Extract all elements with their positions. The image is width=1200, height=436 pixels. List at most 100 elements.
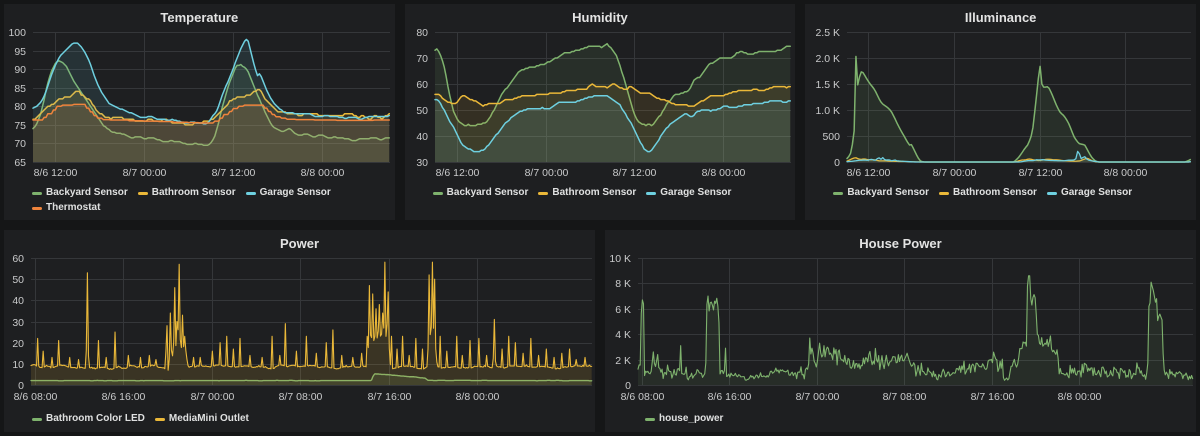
series-color-icon [538,191,549,195]
series-color-icon [644,417,655,421]
series-color-icon [833,191,844,195]
y-tick-label: 75 [14,120,26,132]
series-color-icon [137,191,148,195]
series-line [433,94,791,153]
x-tick-label: 8/8 00:00 [1058,391,1102,403]
legend-item-bathroom-color-led[interactable]: Bathroom Color LED [32,413,145,425]
panel-title-humidity[interactable]: Humidity [572,10,628,25]
y-tick-label: 2 K [615,355,631,367]
series-fill [637,275,1193,385]
series-line [30,373,593,382]
x-tick-label: 8/6 16:00 [708,391,752,403]
series-line [32,38,391,125]
x-tick-label: 8/7 00:00 [524,167,568,179]
legend-item-backyard-sensor[interactable]: Backyard Sensor [833,187,929,199]
x-tick-label: 8/7 12:00 [612,167,656,179]
legend-label: MediaMini Outlet [168,413,249,424]
legend-label: house_power [658,413,724,424]
legend-label: Garage Sensor [660,187,732,198]
legend-label: Backyard Sensor [847,187,930,198]
x-tick-label: 8/7 00:00 [123,167,167,179]
x-tick-label: 8/6 16:00 [102,391,146,403]
y-tick-label: 500 [823,131,841,143]
x-tick-label: 8/6 08:00 [14,391,58,403]
panel-title-illuminance[interactable]: Illuminance [964,10,1037,25]
x-tick-label: 8/7 08:00 [279,391,323,403]
x-tick-label: 8/6 08:00 [621,391,665,403]
legend-item-bathroom-sensor[interactable]: Bathroom Sensor [538,187,636,199]
x-tick-label: 8/6 12:00 [435,167,479,179]
series-color-icon [32,191,42,195]
legend-item-bathroom-sensor[interactable]: Bathroom Sensor [137,187,236,199]
y-tick-label: 85 [14,83,26,95]
x-tick-label: 8/7 00:00 [933,167,977,179]
series-color-icon [245,191,256,195]
y-tick-label: 100 [8,27,26,39]
series-fill [434,84,790,162]
series-line [433,42,791,127]
series-line [846,150,1192,163]
house-power-chart: 0 2 K 4 K 6 K 8 K 10 K 8/6 08:00 8/6 16:00 8/7 0… [609,253,1194,403]
legend-item-thermostat[interactable]: Thermostat [32,202,100,214]
y-tick-label: 65 [14,157,26,169]
legend-item-garage-sensor[interactable]: Garage Sensor [646,187,731,199]
series-fill [434,43,790,163]
legend-label: Garage Sensor [1060,187,1133,198]
series-fill [33,104,390,162]
series-line [32,60,391,147]
series-fill [33,39,390,162]
x-tick-label: 8/7 00:00 [796,391,840,403]
humidity-legend: Backyard Sensor Bathroom Sensor Garage Sen… [432,187,790,199]
y-tick-label: 10 K [609,253,631,265]
series-color-icon [646,191,657,195]
panel-title-power[interactable]: Power [279,236,319,251]
x-tick-label: 8/7 12:00 [1019,167,1063,179]
series-color-icon [1046,191,1057,195]
series-fill [31,373,592,385]
y-tick-label: 30 [416,157,428,169]
panel-temperature: Temperature 65 70 75 80 85 90 95 100 8/6 12:00 8/… [4,4,395,220]
y-tick-label: 70 [14,138,26,150]
legend-item-garage-sensor[interactable]: Garage Sensor [1046,187,1133,199]
x-tick-label: 8/8 00:00 [456,391,500,403]
power-chart: 0 10 20 30 40 50 60 8/6 08:00 8/6 16:00 8/7 00:00… [12,253,593,403]
y-tick-label: 20 [12,338,24,350]
y-tick-label: 95 [14,46,26,58]
series-line [32,103,391,124]
series-fill [434,95,790,162]
legend-label: Bathroom Color LED [46,413,145,424]
x-tick-label: 8/7 08:00 [883,391,927,403]
legend-item-mediamini-outlet[interactable]: MediaMini Outlet [154,413,249,425]
illuminance-chart: 0 500 1.0 K 1.5 K 2.0 K 2.5 K 8/6 12:00 8/7 00:… [816,27,1192,179]
y-tick-label: 0 [834,157,840,169]
x-tick-label: 8/7 16:00 [368,391,412,403]
legend-item-house-power[interactable]: house_power [644,413,724,425]
y-tick-label: 80 [14,101,26,113]
x-tick-label: 8/6 12:00 [847,167,891,179]
y-tick-label: 2.0 K [816,53,841,65]
power-legend: Bathroom Color LED MediaMini Outlet [32,413,589,425]
series-fill [33,89,390,162]
y-tick-label: 60 [12,253,24,265]
legend-item-backyard-sensor[interactable]: Backyard Sensor [32,187,128,199]
y-tick-label: 30 [12,317,24,329]
humidity-chart: 30 40 50 60 70 80 8/6 12:00 8/7 00:00 8/7 12:00 8… [416,27,791,179]
y-tick-label: 1.5 K [816,79,841,91]
panel-house-power: House Power 0 2 K 4 K 6 K 8 K 10 K 8/6 08:00 8/… [604,230,1196,432]
series-color-icon [432,191,443,195]
y-tick-label: 4 K [615,329,631,341]
panel-title-house-power[interactable]: House Power [859,236,942,251]
series-color-icon [154,417,165,421]
legend-item-bathroom-sensor[interactable]: Bathroom Sensor [939,187,1037,199]
legend-label: Thermostat [46,202,101,213]
y-tick-label: 0 [18,380,24,392]
legend-item-backyard-sensor[interactable]: Backyard Sensor [432,187,528,199]
series-fill [31,262,592,385]
x-tick-label: 8/8 00:00 [701,167,745,179]
x-tick-label: 8/7 16:00 [971,391,1015,403]
panel-humidity: Humidity 30 40 50 60 70 80 8/6 12:00 8/7 00:00 8… [404,4,796,220]
legend-item-garage-sensor[interactable]: Garage Sensor [245,187,331,199]
x-tick-label: 8/7 00:00 [191,391,235,403]
panel-title-temperature[interactable]: Temperature [160,10,239,25]
